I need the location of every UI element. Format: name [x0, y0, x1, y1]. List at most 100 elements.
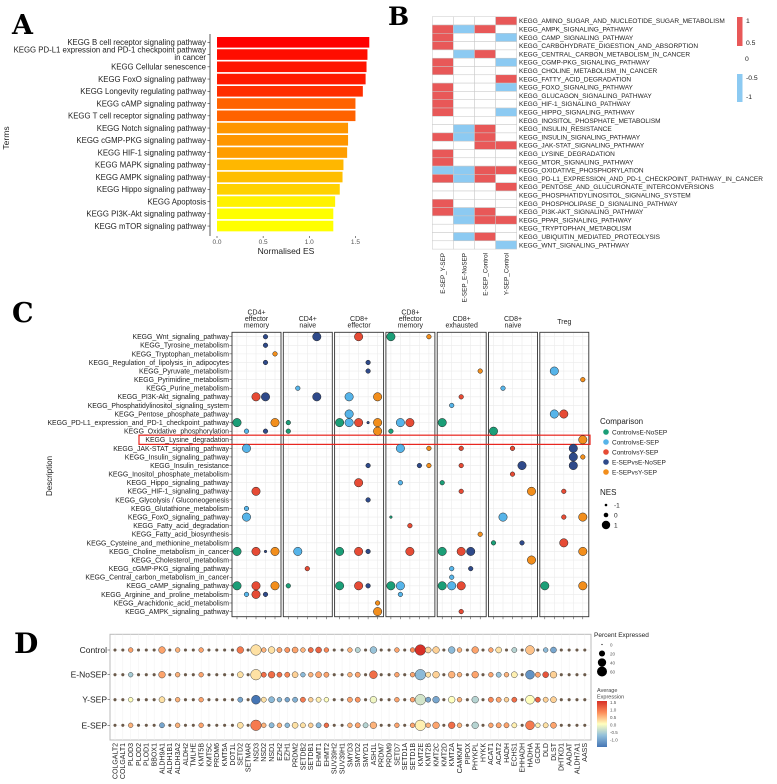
expression-dot	[113, 723, 117, 727]
heatmap-cell	[474, 182, 496, 192]
heatmap-cell	[474, 82, 496, 92]
facet-header: CD8+	[350, 316, 368, 323]
expression-dot	[315, 696, 322, 703]
heatmap-cell	[453, 232, 475, 242]
legend-swatch	[603, 469, 609, 475]
data-point	[477, 368, 483, 374]
heatmap-cell	[474, 207, 496, 217]
expression-dot	[481, 698, 485, 702]
heatmap-cell	[432, 99, 454, 109]
legend-title: NES	[600, 488, 616, 497]
expression-dot	[379, 698, 383, 702]
term-label: KEGG HIF-1 signaling pathway	[98, 148, 206, 157]
facet-header: CD8+	[453, 316, 471, 323]
data-point	[232, 547, 242, 556]
gene-label: HYKK	[480, 743, 487, 762]
legend-label: 1	[614, 522, 618, 529]
bar	[217, 122, 349, 134]
heatmap-cell	[474, 223, 496, 233]
heatmap-row-label: KEGG_WNT_SIGNALING_PATHWAY	[519, 242, 630, 249]
heatmap-cell	[432, 49, 454, 59]
facet-header: memory	[398, 323, 424, 330]
expression-dot	[121, 648, 125, 652]
heatmap-row-label: KEGG_UBIQUITIN_MEDIATED_PROTEOLYSIS	[519, 234, 661, 241]
heatmap-cell	[495, 107, 517, 117]
heatmap-cell	[453, 49, 475, 59]
expression-dot	[159, 722, 165, 729]
legend-label: -1	[614, 502, 620, 509]
expression-dot	[442, 673, 446, 677]
expression-dot	[354, 722, 361, 729]
expression-dot	[223, 673, 227, 677]
data-point	[458, 445, 464, 451]
heatmap-row-label: KEGG_TRYPTOPHAN_METABOLISM	[519, 226, 631, 233]
heatmap-cell	[495, 74, 517, 84]
heatmap-row-label: KEGG_INSULIN_RESISTANCE	[519, 126, 612, 133]
expression-dot	[276, 671, 283, 678]
gene-label: KMT2D	[441, 743, 448, 767]
expression-dot	[168, 648, 172, 652]
bar	[217, 159, 344, 171]
gene-label: KMT2E	[418, 743, 425, 767]
expression-dot	[481, 648, 485, 652]
gene-label: EHMT2	[324, 743, 331, 767]
pathway-label: KEGG_Wnt_signaling_pathway	[132, 334, 229, 341]
legend-tick-label: 0	[745, 56, 749, 63]
gene-label: BBOX1	[152, 743, 159, 766]
gene-label: HADHA	[527, 743, 534, 768]
gene-label: ALDH1B1	[167, 743, 174, 774]
expression-dot	[246, 673, 250, 677]
pathway-label: KEGG_Cysteine_and_methionine_metabolism	[87, 540, 230, 547]
heatmap-cell	[432, 66, 454, 76]
heatmap-cell	[495, 149, 517, 159]
expression-dot	[520, 648, 524, 652]
expression-dot	[409, 672, 416, 678]
expression-dot	[535, 671, 541, 678]
gene-label: PLOD1	[144, 743, 151, 766]
expression-dot	[542, 722, 549, 729]
heatmap-cell	[432, 240, 454, 250]
data-point	[426, 445, 432, 451]
expression-dot	[332, 723, 336, 727]
facet-header: CD8+	[401, 309, 419, 316]
y-axis-title: Description	[45, 456, 54, 496]
heatmap-cell	[474, 140, 496, 150]
gene-label: EHMT1	[316, 743, 323, 767]
expression-dot	[183, 698, 188, 702]
legend-swatch	[603, 429, 609, 435]
data-point	[263, 549, 268, 554]
expression-dot	[158, 671, 166, 679]
expression-dot	[567, 723, 571, 727]
term-label: KEGG T cell receptor signaling pathway	[68, 112, 206, 121]
expression-dot	[354, 647, 361, 653]
expression-dot	[207, 723, 211, 727]
expression-dot	[284, 697, 290, 703]
expression-dot	[364, 673, 368, 677]
expression-dot	[198, 647, 204, 653]
facet-border	[231, 331, 282, 618]
heatmap-cell	[474, 107, 496, 117]
group-label: Control	[80, 645, 108, 655]
expression-dot	[387, 673, 391, 677]
expression-dot	[223, 723, 227, 727]
heatmap-cell	[432, 24, 454, 34]
expression-dot	[525, 695, 535, 705]
term-label: KEGG PI3K-Akt signaling pathway	[86, 210, 206, 219]
gene-label: SMYD1	[363, 743, 370, 767]
expression-dot	[230, 723, 234, 727]
expression-dot	[347, 647, 353, 653]
group-label: E-NoSEP	[71, 670, 108, 680]
expression-dot	[362, 722, 369, 729]
term-label: KEGG Notch signaling pathway	[97, 124, 206, 133]
heatmap-cell	[474, 199, 496, 208]
data-point	[580, 454, 586, 460]
data-point	[568, 452, 578, 462]
data-point	[373, 392, 383, 402]
heatmap-cell	[495, 82, 517, 92]
expression-dot	[121, 723, 125, 727]
heatmap-cell	[432, 132, 454, 142]
facet-border	[539, 331, 590, 618]
expression-dot	[481, 673, 485, 677]
x-tick-label: 1.0	[305, 239, 314, 246]
pathway-label: KEGG_Fatty_acid_degradation	[133, 523, 229, 530]
